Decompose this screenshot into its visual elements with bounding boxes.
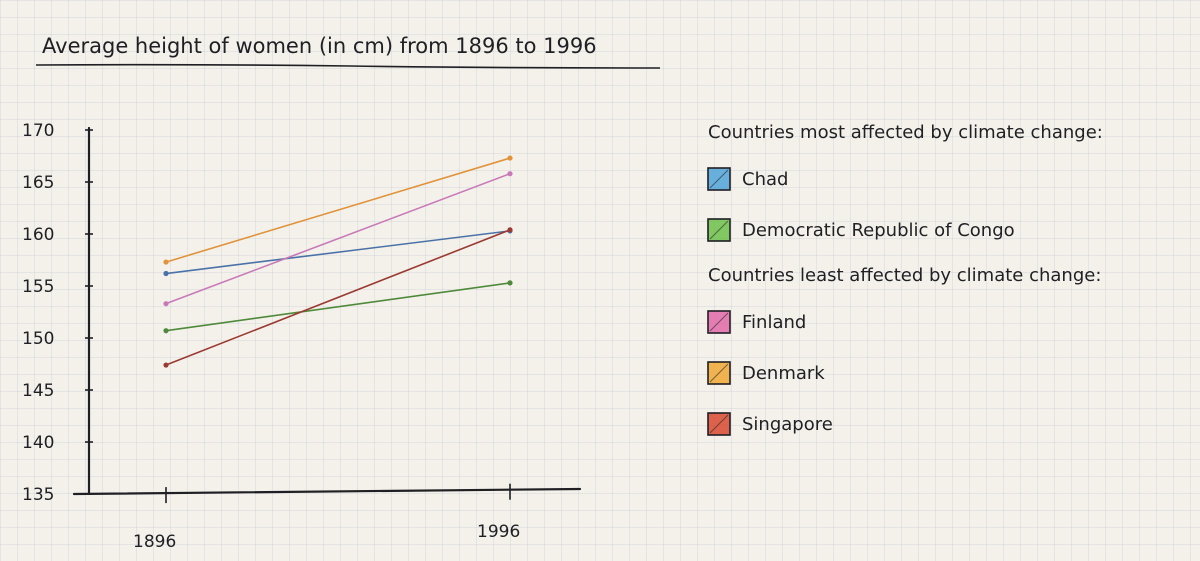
series-democratic-republic-of-congo [163,280,513,334]
title-underline [35,63,661,69]
legend-swatch-hatch [709,312,729,332]
legend-heading: Countries most affected by climate chang… [708,122,1103,143]
legend-item: Singapore [707,412,833,436]
legend-label: Singapore [742,414,833,435]
data-point [507,280,513,286]
legend-swatch-border [707,167,731,191]
legend-swatch-border [707,412,731,436]
series-line [165,282,511,332]
series-singapore [163,227,513,368]
series-line [165,230,511,275]
data-point [163,301,169,307]
data-point [163,328,169,334]
series-line [165,157,511,263]
legend-swatch-border [707,218,731,242]
legend-swatch-border [707,310,731,334]
y-tick-label: 170 [22,121,54,141]
series-group [163,155,513,368]
series-chad [163,228,513,277]
x-tick-label: 1896 [133,532,176,552]
y-tick-label: 155 [22,277,54,297]
y-tick-label: 165 [22,173,54,193]
y-tick-label: 135 [22,485,54,505]
plot-area: 170 165 160 155 150 145 140 135 1896 1996 [22,121,582,552]
legend-swatch-border [707,361,731,385]
legend-heading: Countries least affected by climate chan… [708,265,1101,286]
chart-title-group: Average height of women (in cm) from 189… [35,34,661,69]
x-axis-line [72,487,582,496]
y-tick-label: 140 [22,433,54,453]
x-ticks: 1896 1996 [133,483,520,552]
data-point [163,270,169,277]
legend-label: Democratic Republic of Congo [742,220,1015,241]
legend-swatch-hatch [709,363,729,383]
series-line [165,229,511,366]
legend: Countries most affected by climate chang… [707,122,1103,436]
legend-item: Democratic Republic of Congo [707,218,1015,242]
data-point [163,259,169,265]
legend-swatch-hatch [709,414,729,434]
y-tick-label: 150 [22,329,54,349]
series-finland [163,171,513,307]
legend-label: Denmark [742,363,825,384]
legend-swatch-hatch [709,220,729,240]
legend-item: Finland [707,310,806,334]
legend-label: Chad [742,169,788,190]
y-ticks: 170 165 160 155 150 145 140 135 [22,121,93,505]
legend-swatch-hatch [709,169,729,189]
data-point [507,227,513,233]
chart-title: Average height of women (in cm) from 189… [42,34,597,58]
data-point [507,171,513,177]
data-point [507,155,513,161]
legend-label: Finland [742,312,806,333]
series-denmark [163,155,513,265]
y-tick-label: 145 [22,381,54,401]
y-tick-label: 160 [22,225,54,245]
legend-item: Chad [707,167,788,191]
series-line [165,172,511,305]
data-point [163,362,169,368]
legend-item: Denmark [707,361,825,385]
x-tick-label: 1996 [477,522,520,542]
